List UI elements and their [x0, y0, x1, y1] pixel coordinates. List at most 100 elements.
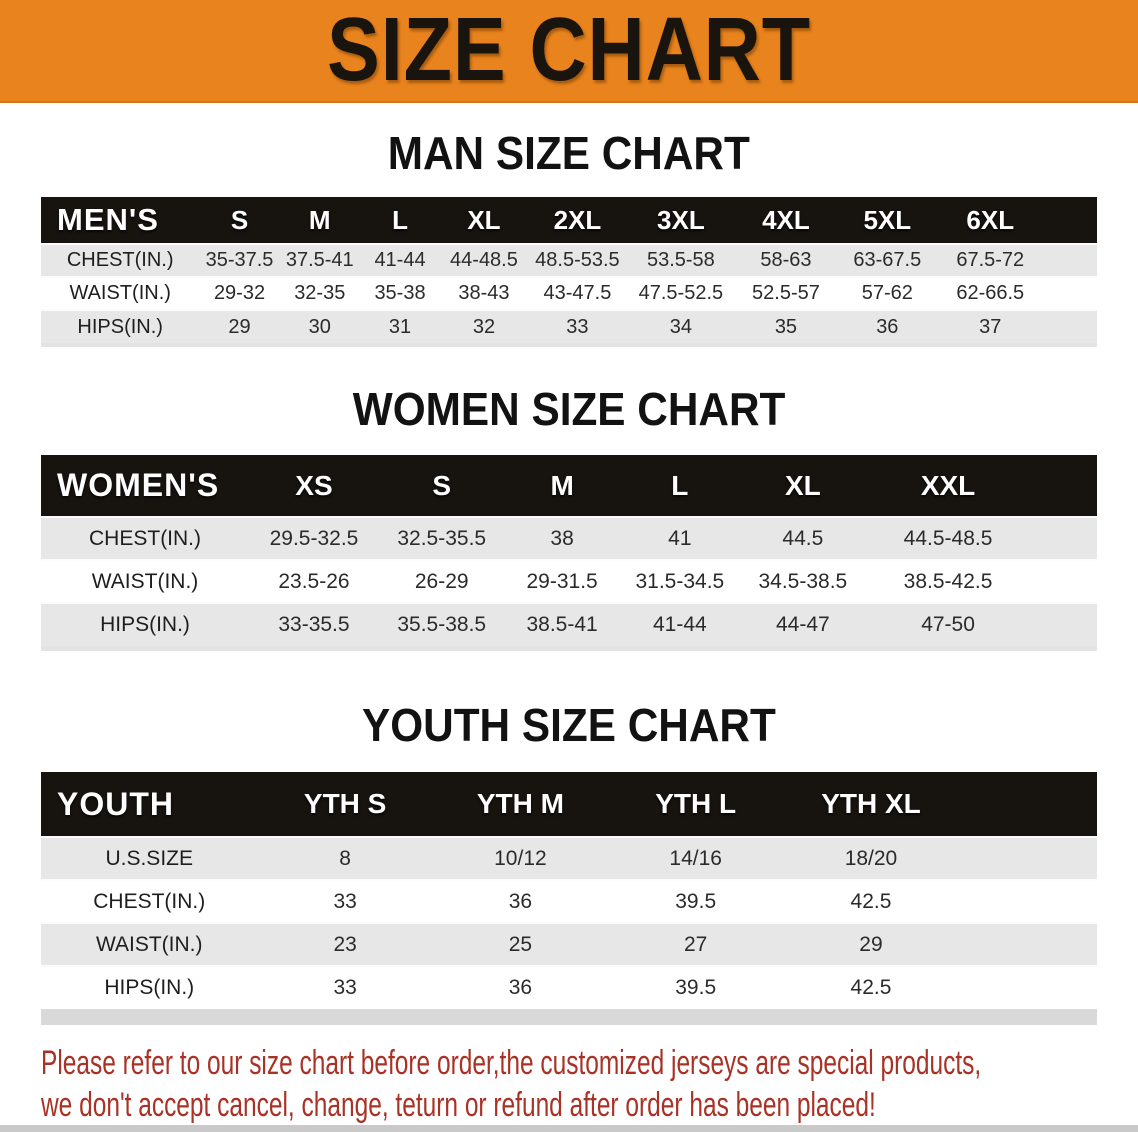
filler-cell: [958, 922, 1097, 966]
size-value: 48.5-53.5: [527, 243, 628, 277]
table-row: WAIST(IN.) 23 25 27 29: [41, 922, 1097, 966]
size-value: 29: [199, 309, 280, 343]
table-bottom-strip: [41, 646, 1097, 651]
size-value: 63-67.5: [837, 243, 938, 277]
size-value: 33-35.5: [249, 602, 379, 646]
column-header: M: [308, 204, 331, 235]
man-section-heading: MAN SIZE CHART: [387, 127, 751, 179]
table-row: CHEST(IN.) 29.5-32.5 32.5-35.5 38 41 44.…: [41, 516, 1097, 560]
size-value: 35.5-38.5: [378, 602, 505, 646]
column-header: YTH M: [476, 788, 564, 819]
filler-cell: [1043, 276, 1097, 310]
column-header: S: [230, 204, 249, 235]
table-row: CHEST(IN.) 35-37.5 37.5-41 41-44 44-48.5…: [41, 243, 1097, 277]
size-value: 37: [937, 309, 1044, 343]
row-label: CHEST(IN.): [41, 243, 200, 277]
size-value: 38.5-42.5: [865, 559, 1031, 603]
youth-section-heading: YOUTH SIZE CHART: [362, 699, 776, 751]
size-value: 29.5-32.5: [249, 516, 379, 560]
size-value: 53.5-58: [627, 243, 735, 277]
size-value: 32.5-35.5: [378, 516, 505, 560]
column-header: 5XL: [863, 204, 912, 235]
table-row: CHEST(IN.) 33 36 39.5 42.5: [41, 879, 1097, 923]
column-header: XS: [295, 469, 333, 501]
column-header: YTH L: [655, 788, 737, 819]
row-label: WAIST(IN.): [41, 922, 258, 966]
size-value: 44-48.5: [440, 243, 528, 277]
filler-cell: [959, 772, 1097, 837]
size-value: 44.5: [740, 516, 866, 560]
size-value: 33: [527, 309, 628, 343]
filler-cell: [1030, 455, 1097, 517]
size-chart-banner: SIZE CHART: [0, 0, 1138, 103]
table-row: HIPS(IN.) 33 36 39.5 42.5: [41, 965, 1097, 1009]
table-row: U.S.SIZE 8 10/12 14/16 18/20: [41, 836, 1097, 880]
filler-cell: [1043, 197, 1097, 244]
size-value: 30: [279, 309, 360, 343]
size-value: 18/20: [783, 836, 959, 880]
row-label: CHEST(IN.): [41, 879, 258, 923]
row-label: HIPS(IN.): [41, 965, 258, 1009]
column-header: 4XL: [762, 204, 810, 235]
size-value: 38.5-41: [504, 602, 620, 646]
row-label: HIPS(IN.): [41, 309, 200, 343]
men-header-row: MEN'S S M L XL 2XL 3XL 4XL 5XL 6XL: [41, 197, 1097, 244]
size-value: 35-37.5: [199, 243, 280, 277]
table-row: WAIST(IN.) 29-32 32-35 35-38 38-43 43-47…: [41, 276, 1097, 310]
size-value: 26-29: [378, 559, 505, 603]
size-value: 27: [608, 922, 784, 966]
size-value: 47.5-52.5: [627, 276, 735, 310]
youth-header-row: YOUTH YTH S YTH M YTH L YTH XL: [41, 772, 1097, 837]
row-label: HIPS(IN.): [41, 602, 250, 646]
size-value: 32-35: [279, 276, 360, 310]
size-value: 42.5: [783, 965, 959, 1009]
size-value: 41-44: [359, 243, 441, 277]
size-value: 58-63: [734, 243, 838, 277]
filler-cell: [1043, 243, 1097, 277]
column-header: XL: [784, 469, 821, 501]
men-table-title: MEN'S: [57, 202, 159, 237]
filler-cell: [1043, 309, 1097, 343]
row-label: WAIST(IN.): [41, 559, 250, 603]
size-value: 38-43: [440, 276, 528, 310]
size-value: 29: [783, 922, 959, 966]
row-label: WAIST(IN.): [41, 276, 200, 310]
size-value: 35-38: [359, 276, 441, 310]
size-value: 33: [257, 879, 433, 923]
size-value: 36: [432, 879, 609, 923]
filler-cell: [958, 836, 1097, 880]
women-size-table: WOMEN'S XS S M L XL XXL CHEST(IN.) 29.5-…: [41, 455, 1097, 646]
size-value: 33: [257, 965, 433, 1009]
filler-cell: [958, 879, 1097, 923]
size-value: 34: [627, 309, 735, 343]
size-value: 39.5: [608, 879, 784, 923]
row-label: CHEST(IN.): [41, 516, 250, 560]
women-header-row: WOMEN'S XS S M L XL XXL: [41, 455, 1097, 517]
size-value: 41: [619, 516, 741, 560]
column-header: 3XL: [657, 204, 705, 235]
size-value: 34.5-38.5: [740, 559, 866, 603]
filler-cell: [1030, 559, 1097, 603]
banner-title: SIZE CHART: [327, 0, 811, 100]
column-header: 2XL: [553, 204, 602, 235]
column-header: XXL: [920, 469, 976, 501]
size-value: 62-66.5: [937, 276, 1044, 310]
size-value: 32: [440, 309, 528, 343]
size-value: 47-50: [865, 602, 1031, 646]
size-value: 36: [432, 965, 609, 1009]
column-header: YTH XL: [821, 788, 921, 819]
size-value: 57-62: [837, 276, 938, 310]
size-value: 37.5-41: [279, 243, 360, 277]
filler-cell: [1030, 602, 1097, 646]
size-value: 43-47.5: [527, 276, 628, 310]
table-bottom-strip: [41, 1009, 1097, 1025]
column-header: S: [432, 469, 452, 501]
size-value: 10/12: [432, 836, 609, 880]
size-value: 23.5-26: [249, 559, 379, 603]
youth-size-table: YOUTH YTH S YTH M YTH L YTH XL U.S.SIZE …: [41, 772, 1097, 1009]
size-value: 31: [359, 309, 441, 343]
filler-cell: [1030, 516, 1097, 560]
note-line-2: we don't accept cancel, change, teturn o…: [41, 1086, 876, 1124]
column-header: L: [392, 204, 408, 235]
